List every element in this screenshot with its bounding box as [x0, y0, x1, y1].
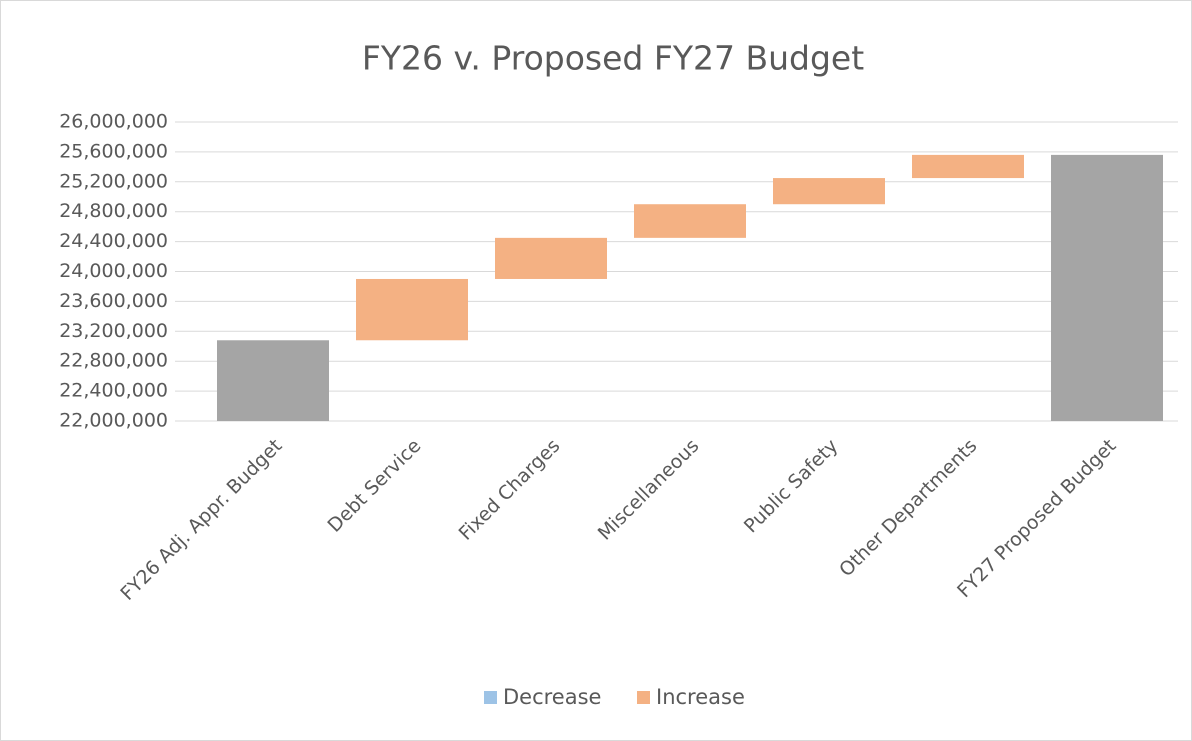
change-bar: [495, 237, 607, 279]
y-tick-label: 22,400,000: [59, 380, 168, 402]
y-tick-label: 23,600,000: [59, 290, 168, 312]
legend-swatch: [637, 691, 650, 704]
y-tick-label: 25,200,000: [59, 170, 168, 192]
change-bar: [773, 178, 885, 205]
y-tick-label: 25,600,000: [59, 140, 168, 162]
change-bar: [356, 278, 468, 341]
legend-label: Decrease: [503, 685, 601, 709]
y-tick-label: 22,000,000: [59, 410, 168, 432]
y-tick-label: 24,400,000: [59, 230, 168, 252]
y-tick-label: 22,800,000: [59, 350, 168, 372]
total-bar: [1051, 154, 1163, 421]
y-tick-label: 24,000,000: [59, 260, 168, 282]
y-tick-label: 24,800,000: [59, 200, 168, 222]
chart-title: FY26 v. Proposed FY27 Budget: [362, 39, 864, 78]
change-bar: [912, 154, 1024, 179]
change-bar: [634, 204, 746, 238]
legend-swatch: [484, 691, 497, 704]
y-tick-label: 26,000,000: [59, 111, 168, 133]
y-tick-label: 23,200,000: [59, 320, 168, 342]
total-bar: [217, 340, 329, 421]
legend-label: Increase: [656, 685, 745, 709]
